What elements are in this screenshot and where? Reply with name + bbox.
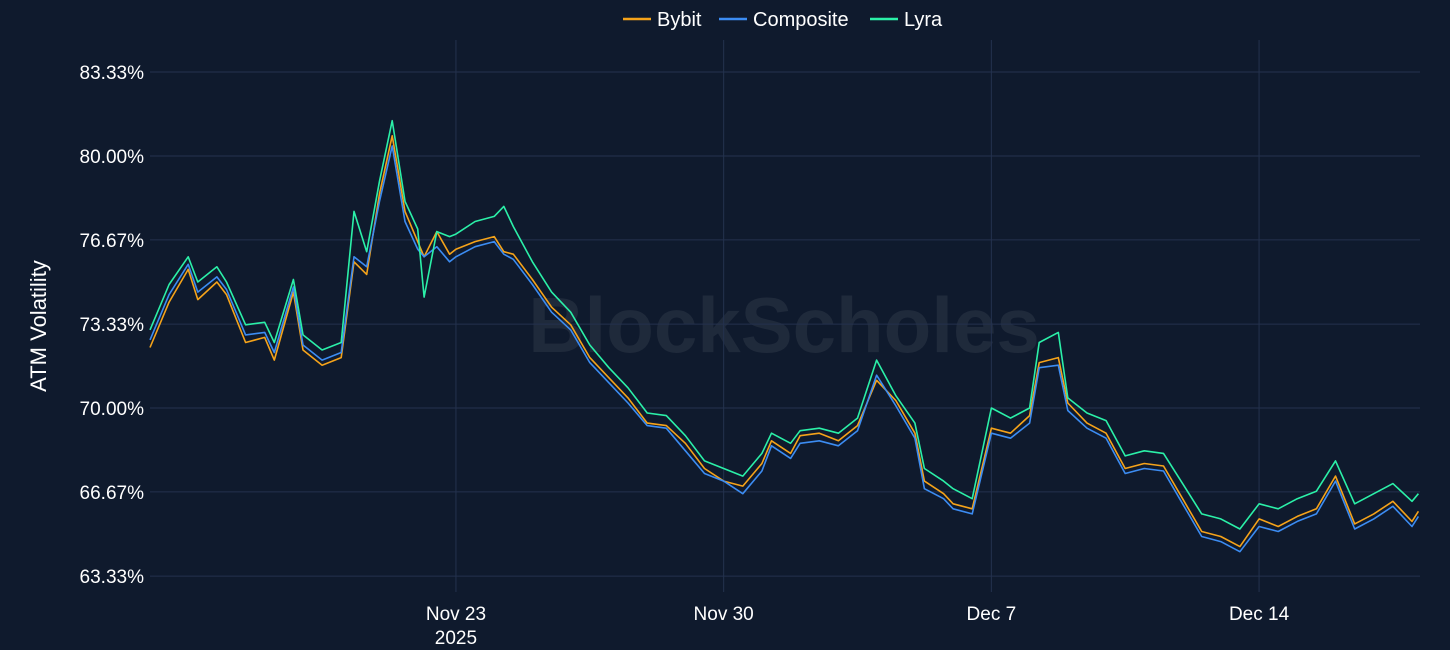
series-layer <box>149 119 1420 553</box>
grid <box>150 40 1420 592</box>
legend-item-bybit[interactable]: Bybit <box>623 9 702 31</box>
y-axis-ticks: 83.33% 80.00% 76.67% 73.33% 70.00% 66.67% 63.3… <box>80 63 145 588</box>
x-tick-label: Nov 23 <box>426 604 486 625</box>
y-tick-label: 73.33% <box>80 315 145 336</box>
y-tick-label: 83.33% <box>80 63 145 84</box>
legend-item-lyra[interactable]: Lyra <box>870 9 943 31</box>
y-tick-label: 70.00% <box>80 399 145 420</box>
legend: Bybit Composite Lyra <box>623 9 943 31</box>
legend-label: Bybit <box>657 9 702 31</box>
x-axis-ticks: Nov 23 2025 Nov 30 Dec 7 Dec 14 <box>426 604 1290 649</box>
legend-label: Lyra <box>904 9 943 31</box>
series-line-composite <box>149 145 1420 553</box>
y-tick-label: 63.33% <box>80 567 145 588</box>
y-tick-label: 76.67% <box>80 231 145 252</box>
y-tick-label: 80.00% <box>80 147 145 168</box>
y-tick-label: 66.67% <box>80 483 145 504</box>
x-tick-label: Nov 30 <box>694 604 754 625</box>
x-tick-year-label: 2025 <box>435 628 477 649</box>
legend-item-composite[interactable]: Composite <box>719 9 849 31</box>
series-line-lyra <box>149 119 1420 530</box>
x-tick-label: Dec 14 <box>1229 604 1290 625</box>
legend-label: Composite <box>753 9 849 31</box>
y-axis-title: ATM Volatility <box>26 260 51 392</box>
watermark: BlockScholes <box>528 281 1040 369</box>
x-tick-label: Dec 7 <box>967 604 1017 625</box>
